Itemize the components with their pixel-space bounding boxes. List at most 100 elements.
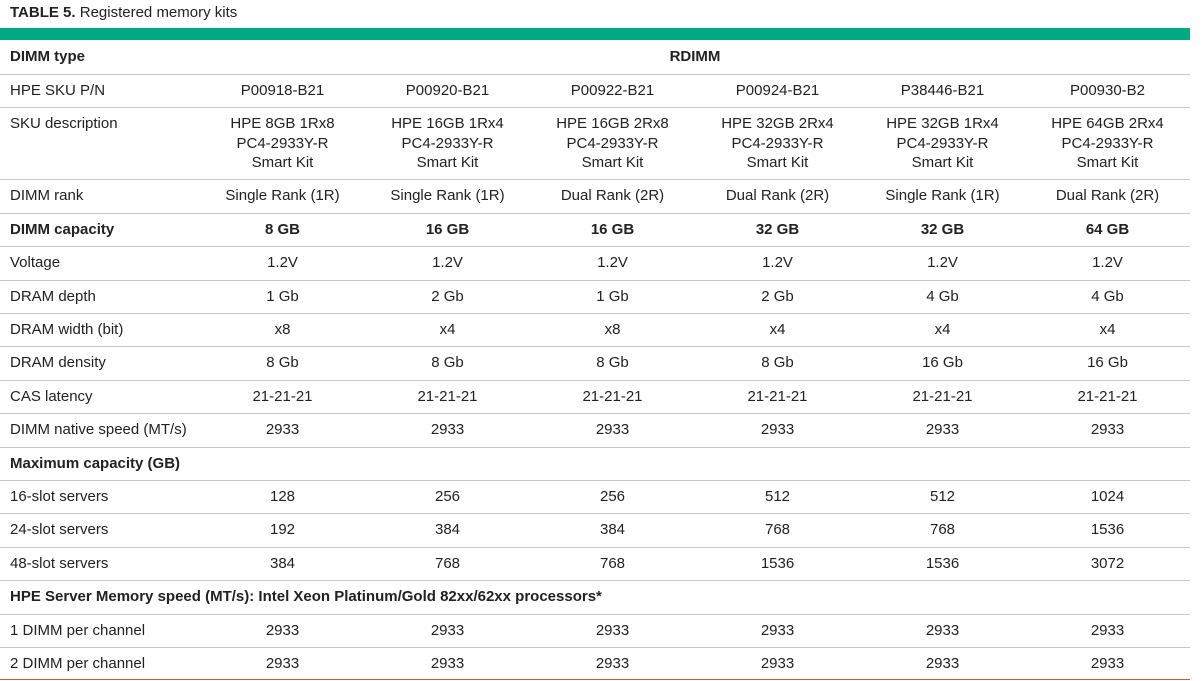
- cell: 512: [929, 488, 956, 505]
- cell: 16 Gb: [1087, 354, 1128, 372]
- cell: x8: [604, 321, 621, 338]
- cell: Dual Rank (2R): [725, 187, 830, 205]
- cell: 1536: [925, 554, 960, 572]
- row-divider: [0, 480, 1190, 481]
- cell: 21-21-21: [252, 387, 313, 405]
- cell: 1.2V: [762, 254, 793, 272]
- cell: P00918-B21: [240, 82, 325, 99]
- cell: Dual Rank (2R): [560, 187, 665, 205]
- cell: 256: [599, 488, 626, 505]
- cell: x4: [439, 321, 456, 338]
- cell: 8 Gb: [596, 354, 629, 372]
- row-label: DRAM depth: [10, 287, 96, 305]
- row-divider: [0, 580, 1190, 581]
- row-label: DIMM native speed (MT/s): [10, 421, 187, 439]
- cell: 192: [269, 521, 296, 539]
- accent-bar: [0, 28, 1190, 40]
- table-caption: TABLE 5. Registered memory kits: [10, 4, 237, 21]
- cell: 16 GB: [590, 220, 635, 238]
- cell: 32 GB: [755, 220, 800, 238]
- row-divider: [0, 380, 1190, 381]
- cell: 384: [599, 521, 626, 539]
- cell: 3072: [1090, 554, 1125, 572]
- row-label: CAS latency: [10, 387, 93, 405]
- cell: 2933: [760, 621, 795, 639]
- cell: x8: [274, 321, 291, 338]
- row-divider: [0, 614, 1190, 615]
- cell: 2933: [925, 621, 960, 639]
- cell: 2933: [430, 621, 465, 639]
- cell: 21-21-21: [747, 387, 808, 405]
- header-label: DIMM type: [10, 48, 85, 65]
- cell: 1 Gb: [266, 287, 299, 305]
- cell: P00930-B2: [1069, 82, 1146, 99]
- cell: 1024: [1090, 488, 1125, 505]
- row-label: 1 DIMM per channel: [10, 621, 146, 639]
- row-label: 2 DIMM per channel: [10, 655, 146, 672]
- row-label: DIMM capacity: [10, 220, 115, 238]
- cell-line: HPE 32GB 2Rx4: [721, 115, 834, 133]
- cell: 768: [929, 521, 956, 539]
- row-label: 24-slot servers: [10, 521, 109, 539]
- cell: 2933: [925, 655, 960, 672]
- cell: Single Rank (1R): [390, 187, 505, 205]
- row-label: Maximum capacity (GB): [10, 454, 181, 472]
- cell: 2933: [1090, 621, 1125, 639]
- cell-line: HPE 64GB 2Rx4: [1051, 115, 1164, 133]
- cell: P00920-B21: [405, 82, 490, 99]
- row-divider: [0, 413, 1190, 414]
- cell: Single Rank (1R): [225, 187, 340, 205]
- cell-line: Smart Kit: [911, 154, 974, 172]
- cell-line: Smart Kit: [416, 154, 479, 172]
- cell: Single Rank (1R): [885, 187, 1000, 205]
- cell-line: HPE 8GB 1Rx8: [230, 115, 335, 133]
- row-label: DRAM width (bit): [10, 321, 124, 338]
- cell-line: PC4-2933Y-R: [566, 134, 659, 152]
- cell: x4: [1099, 321, 1116, 338]
- cell: 32 GB: [920, 220, 965, 238]
- cell: 8 Gb: [431, 354, 464, 372]
- row-divider: [0, 346, 1190, 347]
- row-label: HPE Server Memory speed (MT/s): Intel Xe…: [10, 588, 602, 606]
- row-label: DRAM density: [10, 354, 106, 372]
- cell-line: Smart Kit: [746, 154, 809, 172]
- cell-line: HPE 32GB 1Rx4: [886, 115, 999, 133]
- cell: 4 Gb: [1091, 287, 1124, 305]
- cell: 16 GB: [425, 220, 470, 238]
- row-label: SKU description: [10, 115, 118, 133]
- cell-line: PC4-2933Y-R: [731, 134, 824, 152]
- cell: 16 Gb: [922, 354, 963, 372]
- bottom-rule: [0, 679, 1190, 680]
- cell: 256: [434, 488, 461, 505]
- cell: 768: [434, 554, 461, 572]
- cell-line: PC4-2933Y-R: [236, 134, 329, 152]
- caption-label: TABLE 5.: [10, 4, 76, 21]
- cell: x4: [769, 321, 786, 338]
- cell: P00922-B21: [570, 82, 655, 99]
- cell: 768: [764, 521, 791, 539]
- row-divider: [0, 74, 1190, 75]
- cell: 2933: [265, 655, 300, 672]
- cell: 2933: [430, 421, 465, 439]
- cell-line: Smart Kit: [581, 154, 644, 172]
- row-divider: [0, 513, 1190, 514]
- row-label: DIMM rank: [10, 187, 84, 205]
- cell: 2933: [595, 421, 630, 439]
- cell: 21-21-21: [582, 387, 643, 405]
- row-divider: [0, 246, 1190, 247]
- row-label: HPE SKU P/N: [10, 82, 106, 99]
- cell: 1 Gb: [596, 287, 629, 305]
- cell: 21-21-21: [912, 387, 973, 405]
- cell-line: PC4-2933Y-R: [401, 134, 494, 152]
- cell: 2933: [760, 655, 795, 672]
- cell: 8 Gb: [266, 354, 299, 372]
- row-divider: [0, 213, 1190, 214]
- cell: 384: [269, 554, 296, 572]
- cell: 2933: [595, 655, 630, 672]
- cell: 1.2V: [1092, 254, 1123, 272]
- header-value: RDIMM: [669, 48, 721, 65]
- cell: 2 Gb: [431, 287, 464, 305]
- row-label: Voltage: [10, 254, 61, 272]
- cell: P00924-B21: [735, 82, 820, 99]
- cell: 128: [269, 488, 296, 505]
